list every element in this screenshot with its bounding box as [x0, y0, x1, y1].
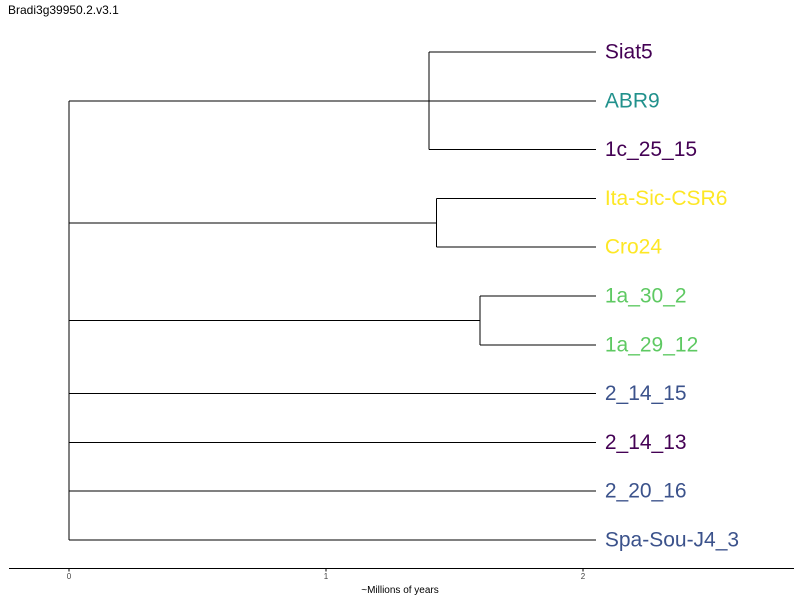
leaf-label: ABR9 [605, 89, 660, 112]
tree-branches [68, 51, 596, 541]
axis-tick-label: 2 [581, 572, 586, 581]
axis-tick-label: 1 [324, 572, 329, 581]
tree-title: Bradi3g39950.2.v3.1 [8, 3, 119, 17]
leaf-label: Siat5 [605, 41, 653, 64]
leaf-label: 1a_30_2 [605, 285, 687, 308]
leaf-label: 2_20_16 [605, 480, 687, 503]
leaf-label: 2_14_15 [605, 382, 687, 405]
time-axis: 0 1 2 ~Millions of years [9, 568, 794, 596]
axis-tick-label: 0 [67, 572, 72, 581]
leaf-label: Spa-Sou-J4_3 [605, 529, 739, 552]
leaf-label: 1a_29_12 [605, 333, 698, 356]
axis-label: ~Millions of years [361, 585, 439, 596]
leaf-label: Cro24 [605, 236, 663, 259]
leaf-label: Ita-Sic-CSR6 [605, 187, 728, 210]
axis-ticks: 0 1 2 [67, 568, 586, 581]
leaf-label: 1c_25_15 [605, 138, 697, 161]
leaf-labels: Siat5 ABR9 1c_25_15 Ita-Sic-CSR6 Cro24 1a_30_… [605, 41, 739, 552]
leaf-label: 2_14_13 [605, 431, 687, 454]
